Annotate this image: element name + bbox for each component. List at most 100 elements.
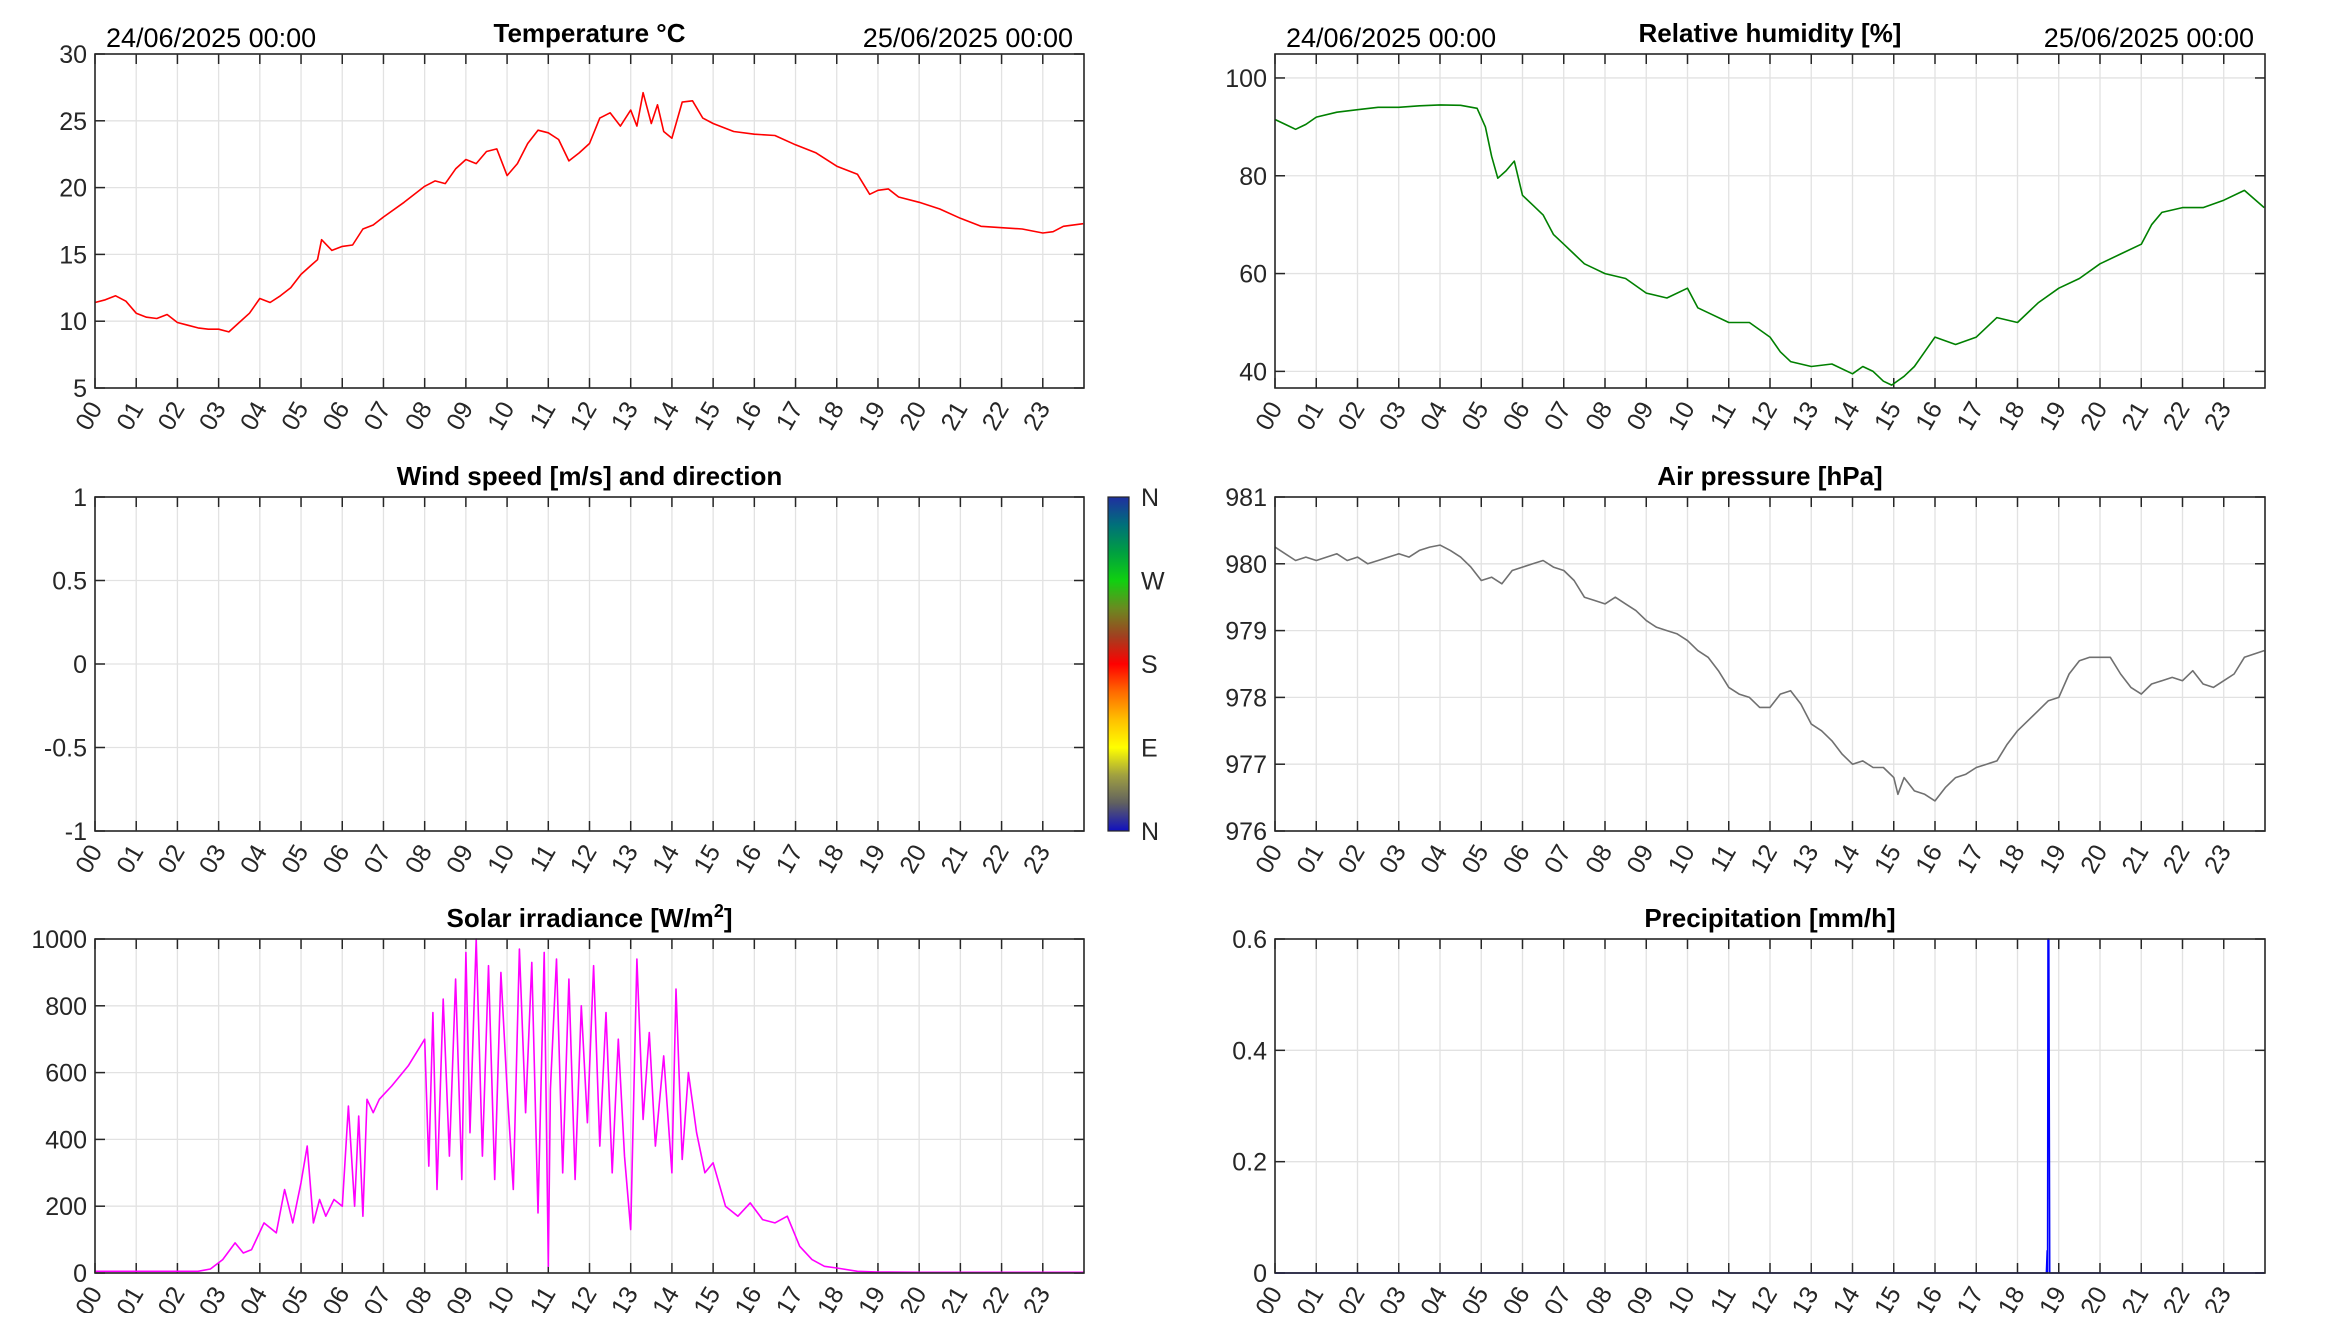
x-tick-label: 02 [152, 1282, 190, 1313]
x-tick-label: 15 [688, 840, 726, 878]
x-tick-label: 22 [2158, 397, 2196, 435]
x-tick-label: 07 [1539, 1282, 1577, 1313]
x-tick-label: 15 [688, 397, 726, 435]
x-tick-label: 06 [1498, 840, 1536, 878]
x-tick-label: 19 [853, 397, 891, 435]
x-tick-label: 17 [1951, 1282, 1989, 1313]
title-superscript: 2 [714, 901, 724, 921]
x-tick-label: 21 [935, 1282, 973, 1313]
x-tick-label: 06 [317, 840, 355, 878]
y-tick-label: 10 [59, 308, 87, 336]
x-tick-label: 20 [2075, 1282, 2113, 1313]
x-tick-label: 21 [2116, 397, 2154, 435]
x-tick-label: 04 [1415, 1282, 1453, 1313]
x-tick-label: 23 [1018, 840, 1056, 878]
x-tick-label: 22 [977, 840, 1015, 878]
x-tick-label: 03 [1374, 1282, 1412, 1313]
title-text: Precipitation [mm/h] [1644, 903, 1895, 933]
x-tick-label: 12 [1745, 840, 1783, 878]
x-tick-label: 23 [2199, 840, 2237, 878]
x-tick-label: 09 [1621, 840, 1659, 878]
chart-title: Relative humidity [%] [1639, 18, 1902, 48]
x-tick-label: 18 [812, 840, 850, 878]
date-end-label: 25/06/2025 00:00 [863, 23, 1073, 53]
y-tick-label: 1000 [31, 926, 87, 954]
x-tick-label: 18 [812, 397, 850, 435]
x-tick-label: 17 [771, 397, 809, 435]
x-tick-label: 03 [194, 397, 232, 435]
x-tick-label: 03 [1374, 397, 1412, 435]
x-tick-label: 11 [1705, 840, 1742, 876]
x-tick-label: 02 [1333, 840, 1371, 878]
y-tick-label: 0.6 [1232, 926, 1267, 954]
x-tick-label: 07 [358, 840, 396, 878]
y-tick-label: 100 [1225, 65, 1267, 93]
x-tick-label: 19 [853, 1282, 891, 1313]
x-tick-label: 08 [400, 840, 438, 878]
x-tick-label: 10 [482, 1282, 520, 1313]
title-text: Temperature °C [494, 18, 686, 48]
x-tick-label: 10 [482, 397, 520, 435]
x-tick-label: 09 [441, 1282, 479, 1313]
x-tick-label: 23 [1018, 1282, 1056, 1313]
title-end: ] [724, 903, 733, 933]
x-tick-label: 05 [276, 1282, 314, 1313]
y-tick-label: 25 [59, 108, 87, 136]
x-tick-label: 05 [276, 840, 314, 878]
x-tick-label: 11 [1705, 1282, 1742, 1313]
x-tick-label: 15 [688, 1282, 726, 1313]
x-tick-label: 20 [894, 1282, 932, 1313]
x-tick-label: 13 [606, 1282, 644, 1313]
x-tick-label: 01 [1291, 1282, 1329, 1313]
x-tick-label: 05 [1456, 840, 1494, 878]
date-end-label: 25/06/2025 00:00 [2044, 23, 2254, 53]
x-tick-label: 07 [1539, 840, 1577, 878]
x-tick-label: 14 [1828, 840, 1866, 878]
x-tick-label: 00 [1250, 397, 1288, 435]
x-tick-label: 14 [647, 840, 685, 878]
x-tick-label: 12 [1745, 397, 1783, 435]
x-tick-label: 12 [565, 1282, 603, 1313]
x-tick-label: 21 [2116, 1282, 2154, 1313]
y-tick-label: 0.4 [1232, 1037, 1267, 1065]
x-tick-label: 16 [1910, 1282, 1948, 1313]
x-tick-label: 16 [1910, 840, 1948, 878]
x-tick-label: 20 [894, 397, 932, 435]
x-tick-label: 18 [1993, 1282, 2031, 1313]
y-tick-label: 15 [59, 241, 87, 269]
x-tick-label: 17 [1951, 840, 1989, 878]
title-text: Relative humidity [%] [1639, 18, 1902, 48]
x-tick-label: 22 [977, 397, 1015, 435]
x-tick-label: 20 [2075, 840, 2113, 878]
x-tick-label: 15 [1869, 1282, 1907, 1313]
x-tick-label: 17 [771, 840, 809, 878]
y-tick-label: 976 [1225, 818, 1267, 846]
y-tick-label: 0.5 [52, 568, 87, 596]
y-tick-label: 60 [1239, 261, 1267, 289]
x-tick-label: 19 [2034, 397, 2072, 435]
x-tick-label: 17 [1951, 397, 1989, 435]
title-text: Air pressure [hPa] [1657, 461, 1882, 491]
chart-title: Temperature °C [494, 18, 686, 48]
chart-title: Wind speed [m/s] and direction [397, 461, 782, 491]
y-tick-label: 978 [1225, 684, 1267, 712]
date-start-label: 24/06/2025 00:00 [106, 23, 316, 53]
x-tick-label: 23 [2199, 1282, 2237, 1313]
chart-title: Solar irradiance [W/m2] [447, 901, 733, 933]
x-tick-label: 09 [1621, 1282, 1659, 1313]
x-tick-label: 06 [317, 1282, 355, 1313]
x-tick-label: 08 [1580, 840, 1618, 878]
wind-direction-colorbar [1108, 497, 1129, 831]
x-tick-label: 07 [1539, 397, 1577, 435]
x-tick-label: 01 [111, 1282, 149, 1313]
x-tick-label: 19 [853, 840, 891, 878]
x-tick-label: 20 [2075, 397, 2113, 435]
x-tick-label: 05 [1456, 397, 1494, 435]
x-tick-label: 03 [194, 1282, 232, 1313]
x-tick-label: 02 [152, 840, 190, 878]
x-tick-label: 04 [1415, 397, 1453, 435]
x-tick-label: 02 [152, 397, 190, 435]
